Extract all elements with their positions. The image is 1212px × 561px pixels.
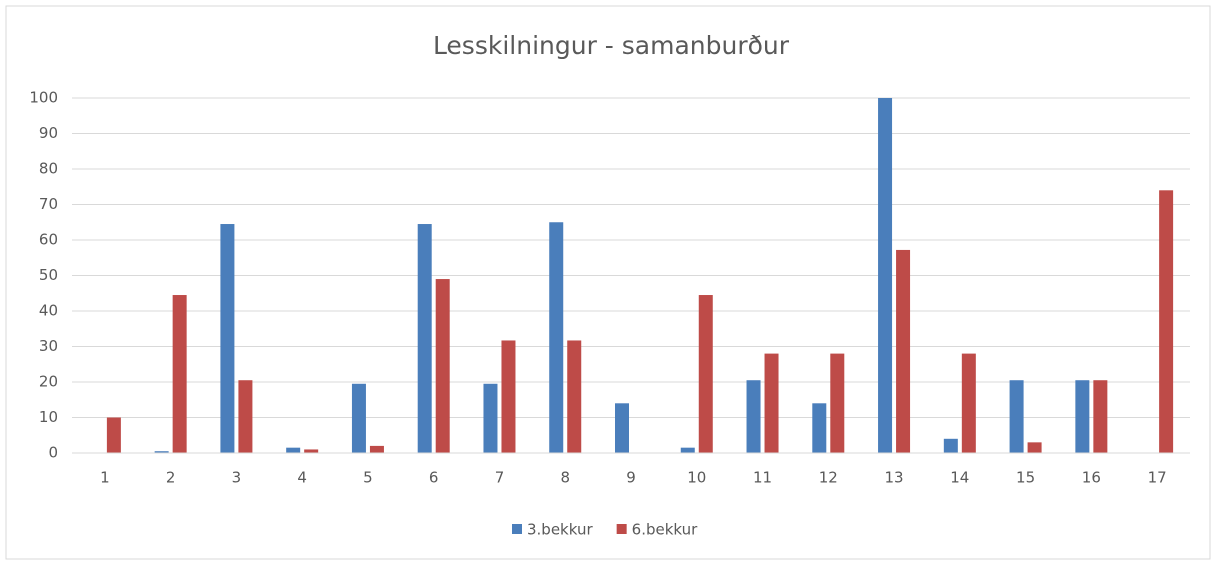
x-tick-label: 9 [626,469,636,487]
bar [698,295,713,453]
bar [501,340,516,453]
x-tick-label: 5 [363,469,373,487]
y-tick-label: 80 [39,160,58,178]
x-tick-label: 3 [232,469,242,487]
bar [896,249,911,453]
x-tick-label: 7 [495,469,505,487]
x-tick-label: 8 [560,469,570,487]
bar [369,445,384,453]
y-tick-label: 0 [48,444,58,462]
bar [878,98,893,453]
bar [1159,190,1174,454]
y-tick-label: 50 [39,266,58,284]
y-tick-label: 60 [39,231,58,249]
bar [764,353,779,453]
x-tick-label: 6 [429,469,439,487]
bar [351,383,366,453]
bar [1009,380,1024,453]
bar [1027,442,1042,453]
bar [943,438,958,453]
x-tick-label: 14 [950,469,969,487]
chart-title: Lesskilningur - samanburður [433,31,790,60]
y-tick-label: 70 [39,195,58,213]
bar [961,353,976,453]
x-tick-label: 12 [819,469,838,487]
y-tick-label: 90 [39,124,58,142]
y-tick-label: 100 [29,89,58,107]
bar [483,383,498,453]
bar [615,403,629,453]
bar [286,447,301,453]
x-tick-label: 17 [1148,469,1167,487]
x-tick-label: 13 [885,469,904,487]
y-tick-label: 20 [39,373,58,391]
bar [417,224,432,453]
bar [220,224,235,453]
bar [172,295,187,453]
y-tick-label: 10 [39,408,58,426]
x-tick-label: 10 [687,469,706,487]
bar [435,279,450,453]
legend-label: 6.bekkur [632,521,698,539]
bar [549,222,564,453]
bar [567,340,582,453]
legend-label: 3.bekkur [527,521,593,539]
y-tick-label: 40 [39,302,58,320]
legend-swatch [616,524,627,534]
bar [830,353,845,453]
bar [812,403,827,453]
x-tick-label: 2 [166,469,176,487]
x-tick-label: 16 [1082,469,1101,487]
y-tick-label: 30 [39,337,58,355]
bar [1075,380,1090,453]
bar [1093,380,1108,453]
bar [106,417,121,453]
x-tick-label: 1 [100,469,110,487]
x-tick-label: 11 [753,469,772,487]
bar [304,449,319,453]
x-tick-label: 15 [1016,469,1035,487]
bar [680,447,695,453]
legend-swatch [512,524,522,534]
bar [238,380,253,453]
bar [746,380,761,453]
bar [154,451,169,453]
x-tick-label: 4 [297,469,307,487]
